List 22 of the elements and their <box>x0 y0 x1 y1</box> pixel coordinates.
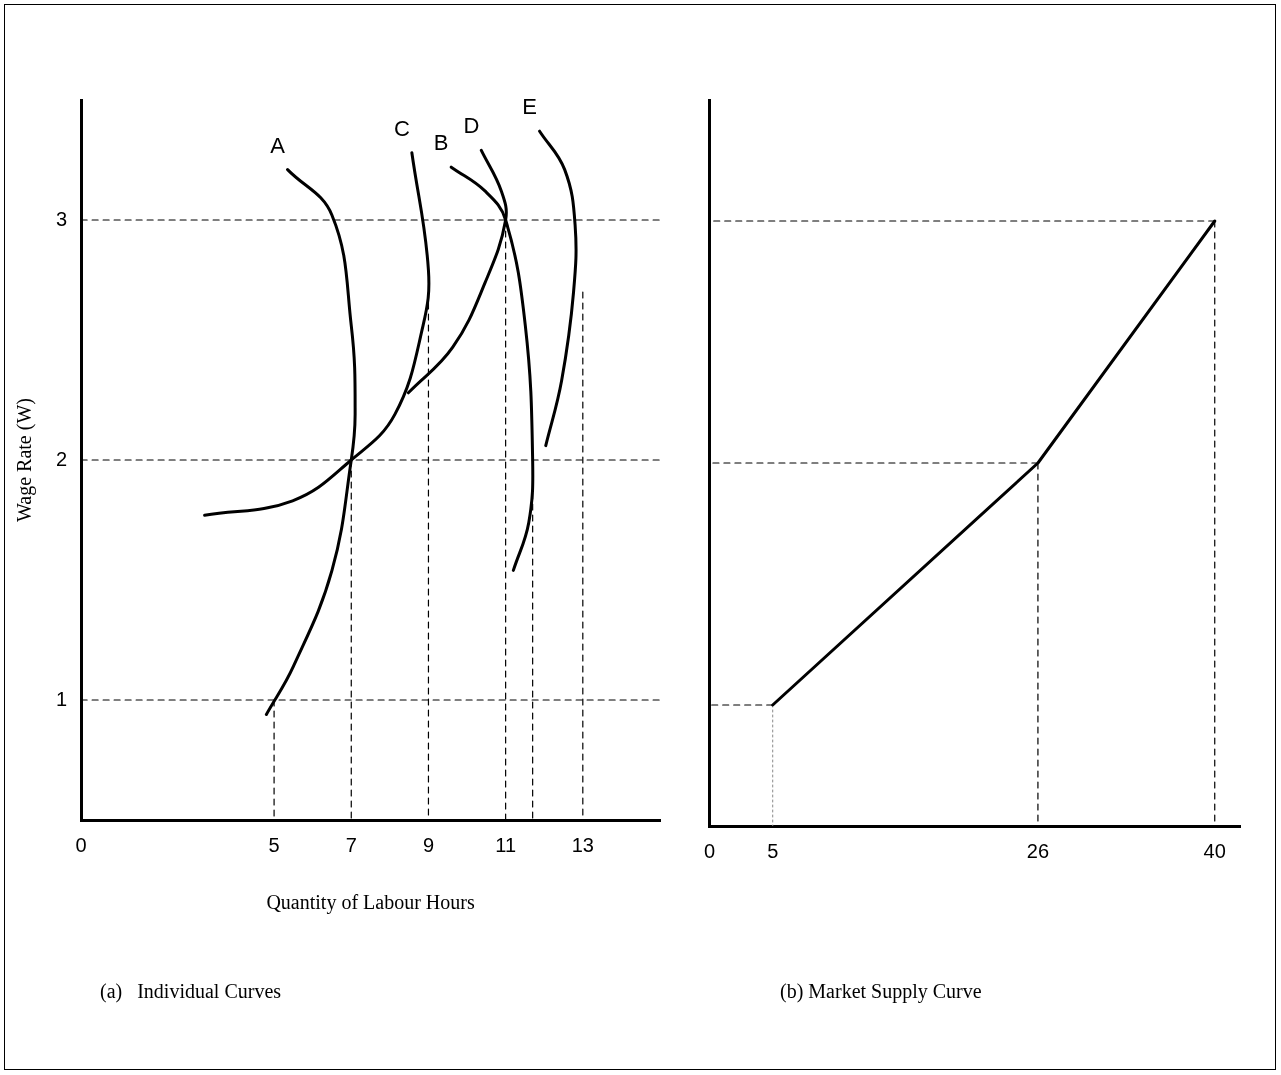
x-tick-label: 26 <box>1026 839 1050 862</box>
y-tick-label: 1 <box>56 687 68 710</box>
x-tick-label: 13 <box>571 833 594 856</box>
x-tick-label: 9 <box>422 833 435 856</box>
text: (a) Individual Curves <box>100 980 282 1003</box>
series-label: D <box>463 113 480 139</box>
x-tick-label: 11 <box>495 833 517 856</box>
y-tick-label: 3 <box>56 207 68 230</box>
x-tick-label: 5 <box>767 839 779 862</box>
y-tick-label: 2 <box>56 447 68 470</box>
x-tick-label: 0 <box>704 839 716 862</box>
x-tick-label: 7 <box>345 833 357 856</box>
series-label: B <box>433 130 449 156</box>
x-tick-label: 0 <box>75 833 87 856</box>
series-label: C <box>393 115 410 141</box>
x-tick-label: 40 <box>1203 839 1226 862</box>
series-label: E <box>522 94 537 120</box>
x-axis-title: Quantity of Labour Hours <box>266 891 475 915</box>
series-label: A <box>270 132 286 158</box>
y-axis-title: Wage Rate (W) <box>13 398 37 522</box>
x-tick-label: 5 <box>268 833 280 856</box>
text: (b) Market Supply Curve <box>780 980 982 1003</box>
